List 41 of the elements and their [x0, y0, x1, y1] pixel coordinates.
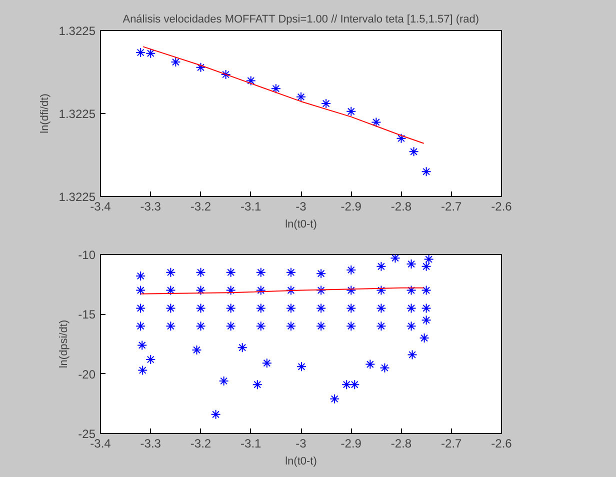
point	[146, 48, 156, 58]
point	[371, 117, 382, 128]
x-axis-title: ln(t0-t)	[285, 456, 317, 468]
y-tick-label: -20	[78, 367, 96, 382]
x-axis-title: ln(t0-t)	[285, 218, 317, 230]
point	[170, 57, 181, 68]
x-tick-label: -2.6	[491, 436, 512, 450]
point	[270, 84, 281, 94]
point	[196, 62, 206, 72]
point	[321, 98, 332, 109]
y-tick-label: 1.3225	[58, 107, 96, 121]
x-tick-label: -3	[296, 200, 307, 214]
point	[346, 106, 356, 116]
x-tick-label: -2.6	[491, 200, 512, 214]
point	[296, 92, 306, 102]
point	[408, 146, 419, 157]
x-tick-label: -2.9	[340, 436, 362, 450]
x-tick-label: -3.2	[190, 200, 212, 214]
x-tick-label: -2.9	[340, 200, 362, 214]
point	[421, 166, 432, 177]
y-tick-label: 1.3225	[58, 24, 96, 38]
x-tick-label: -3.1	[240, 200, 262, 214]
x-tick-label: -2.7	[441, 200, 462, 214]
x-tick-label: -3.3	[140, 436, 162, 450]
x-tick-label: -2.7	[441, 436, 462, 450]
y-axis-title: ln(dfi/dt)	[38, 94, 51, 134]
x-tick-label: -3.3	[140, 200, 162, 214]
point	[136, 47, 146, 58]
x-tick-label: -2.8	[390, 200, 412, 214]
y-tick-label: -10	[78, 248, 96, 262]
point	[396, 133, 406, 144]
x-tick-label: -2.8	[390, 436, 412, 450]
y-tick-label: -15	[78, 308, 96, 322]
chart-title: Análisis velocidades MOFFATT Dpsi=1.00 // Intervalo teta [1.5,1.57] (rad)	[122, 14, 480, 26]
x-tick-label: -3.1	[240, 436, 262, 450]
x-tick-label: -3.2	[190, 436, 212, 450]
point	[220, 69, 231, 80]
x-tick-label: -3	[296, 436, 307, 450]
line-series	[142, 46, 424, 144]
point	[246, 76, 256, 86]
y-axis-title: ln(dpsi/dt)	[58, 320, 70, 368]
